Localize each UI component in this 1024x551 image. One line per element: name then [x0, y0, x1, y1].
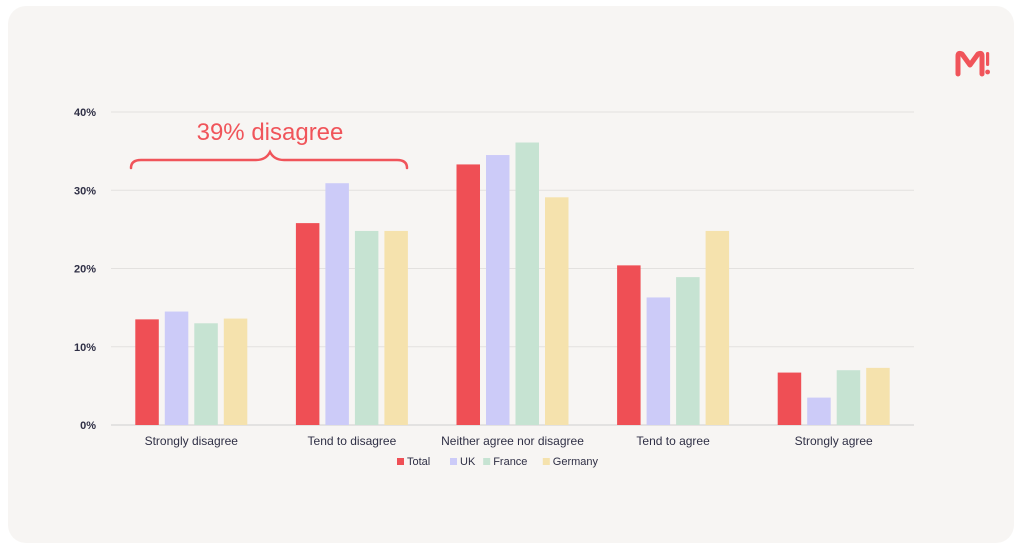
x-axis-ticks: Strongly disagree Tend to disagree Neither… [145, 434, 873, 448]
annotation-brace [129, 149, 409, 170]
brand-logo [955, 50, 990, 77]
legend-swatch-total [397, 458, 404, 465]
bar-uk-4 [646, 297, 671, 425]
bar-germany-5 [866, 367, 890, 425]
legend-label-germany: Germany [553, 456, 599, 468]
legend-swatch-uk [450, 458, 457, 465]
bar-france-4 [676, 277, 700, 425]
bar-uk-5 [807, 397, 831, 425]
y-tick-label: 40% [74, 107, 96, 119]
bars [135, 142, 890, 426]
y-tick-label: 10% [74, 342, 96, 354]
legend-swatch-france [483, 458, 491, 465]
bar-france-3 [515, 142, 539, 425]
y-tick-label: 30% [74, 185, 96, 197]
disagree-annotation: 39% disagree [129, 119, 409, 170]
y-tick-label: 20% [74, 264, 96, 276]
legend-swatch-germany [542, 458, 550, 465]
bar-france-1 [194, 323, 218, 425]
bar-total-1 [135, 319, 159, 425]
x-tick-label: Strongly agree [795, 434, 873, 448]
bar-total-5 [777, 372, 802, 425]
chart-card: 0% 10% 20% 30% 40% Strongly disagree Tend to … [8, 6, 1014, 543]
bar-germany-1 [223, 318, 248, 425]
bar-uk-1 [164, 311, 189, 425]
legend-label-uk: UK [460, 456, 476, 468]
bar-total-3 [456, 164, 480, 426]
y-tick-label: 0% [80, 420, 96, 432]
bar-uk-3 [486, 155, 510, 425]
x-tick-label: Strongly disagree [145, 434, 239, 448]
annotation-label: 39% disagree [197, 119, 344, 146]
bar-germany-2 [384, 230, 408, 425]
bar-germany-4 [705, 230, 730, 425]
bar-france-2 [354, 230, 379, 425]
x-tick-label: Tend to disagree [308, 434, 397, 448]
x-tick-label: Tend to agree [636, 434, 710, 448]
x-tick-label: Neither agree nor disagree [441, 434, 584, 448]
bar-total-2 [295, 223, 320, 425]
bar-uk-2 [325, 183, 349, 425]
y-axis-ticks: 0% 10% 20% 30% 40% [74, 107, 96, 432]
bar-france-5 [836, 370, 861, 425]
bar-chart: 0% 10% 20% 30% 40% Strongly disagree Tend to … [74, 107, 914, 468]
legend-label-total: Total [407, 456, 430, 468]
bar-total-4 [617, 265, 641, 425]
bar-germany-3 [545, 197, 569, 425]
legend-label-france: France [493, 456, 527, 468]
legend: Total UK France Germany [397, 456, 599, 468]
